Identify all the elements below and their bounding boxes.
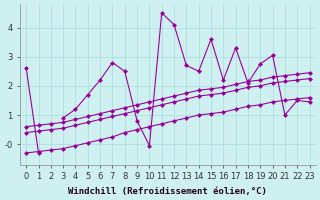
X-axis label: Windchill (Refroidissement éolien,°C): Windchill (Refroidissement éolien,°C)	[68, 187, 267, 196]
